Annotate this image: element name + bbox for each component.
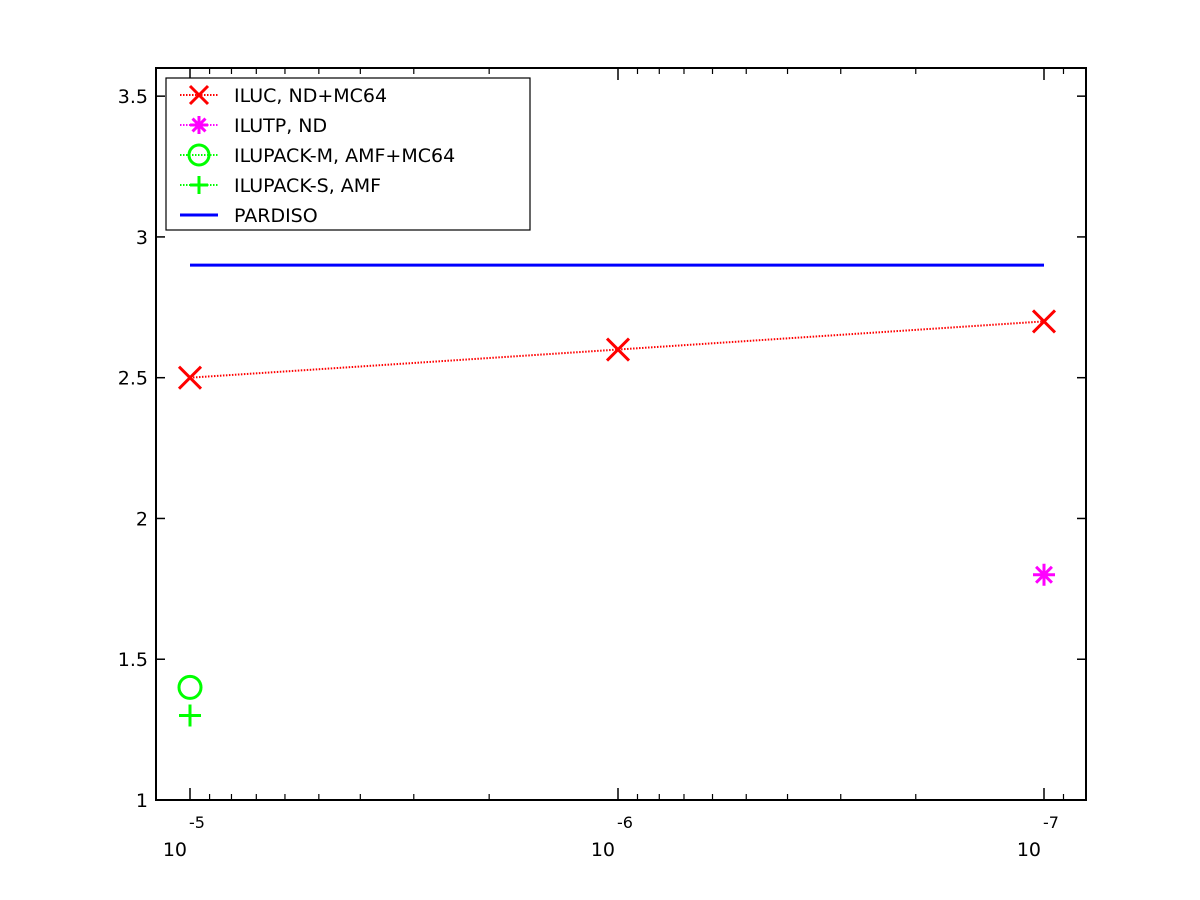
legend-box: [165, 77, 531, 231]
data-point: [1031, 309, 1057, 334]
legend-marker: [187, 143, 211, 167]
legend-label: ILUPACK-S, AMF: [234, 175, 381, 197]
series-ilutp-nd: [1033, 563, 1055, 586]
x-tick-exponent: -6: [617, 813, 633, 832]
legend-entry: PARDISO: [180, 205, 318, 227]
legend-entry: ILUPACK-S, AMF: [180, 175, 381, 197]
legend-label: ILUTP, ND: [234, 115, 327, 137]
legend-label: PARDISO: [234, 205, 318, 227]
x-tick-exponent: -5: [189, 813, 205, 832]
legend-label: ILUC, ND+MC64: [234, 85, 387, 107]
y-tick-label: 2.5: [118, 368, 148, 390]
x-tick-base: 10: [591, 839, 615, 861]
y-tick-label: 3: [136, 227, 148, 249]
y-tick-label: 2: [136, 508, 148, 530]
series-layer: [177, 263, 1057, 727]
y-tick-label: 3.5: [118, 86, 148, 108]
plot-frame: [155, 67, 1087, 801]
series-ilupack-s-amf: [179, 704, 201, 727]
legend-marker: [188, 84, 210, 106]
x-tick-base: 10: [1017, 839, 1041, 861]
series-ilupack-m-amf-mc64: [177, 674, 203, 700]
axis-ticks: [156, 68, 1086, 801]
data-point: [177, 365, 203, 390]
data-point: [605, 337, 631, 362]
data-point: [177, 674, 203, 700]
legend-entry: ILUPACK-M, AMF+MC64: [180, 143, 455, 167]
legend-marker: [190, 116, 208, 134]
data-point: [179, 704, 201, 727]
axis-tick-labels: 11.522.533.510-510-610-7: [118, 86, 1059, 861]
legend-entry: ILUC, ND+MC64: [180, 84, 387, 107]
legend: ILUC, ND+MC64 ILUTP, ND ILUPACK-M, AMF+MC6…: [165, 77, 531, 231]
data-point: [1033, 563, 1055, 586]
legend-marker: [190, 176, 208, 194]
legend-entry: ILUTP, ND: [180, 115, 327, 137]
series-iluc-nd-mc64: [177, 309, 1057, 390]
x-tick-exponent: -7: [1043, 813, 1059, 832]
legend-label: ILUPACK-M, AMF+MC64: [234, 145, 455, 167]
y-tick-label: 1: [136, 790, 148, 812]
y-tick-label: 1.5: [118, 649, 148, 671]
x-tick-base: 10: [163, 839, 187, 861]
